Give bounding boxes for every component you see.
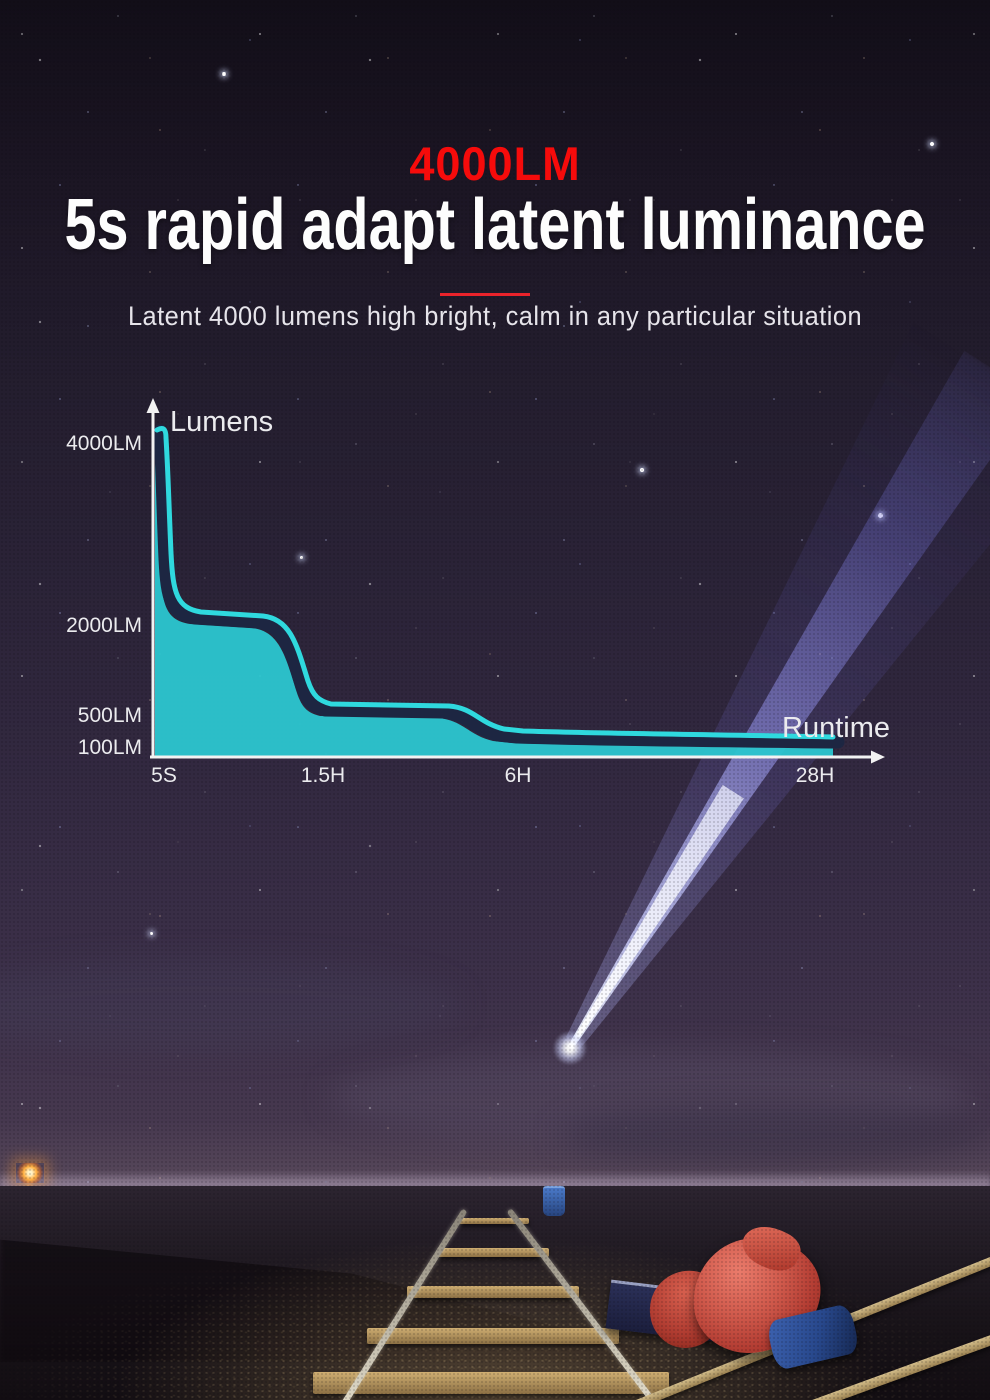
x-axis-title: Runtime [782,712,890,744]
y-tick-500lm: 500LM [78,704,142,727]
y-axis-arrow [146,398,160,413]
bright-star [930,142,934,146]
railroad-tie [313,1372,669,1394]
railroad-tie [367,1328,619,1344]
x-tick-28h: 28H [796,764,835,787]
bright-star [222,72,226,76]
y-tick-100lm: 100LM [78,736,142,759]
blue-bucket [543,1186,565,1216]
y-tick-2000lm: 2000LM [66,614,142,637]
x-tick-1-5h: 1.5H [301,764,345,787]
red-divider-line [440,293,530,296]
x-axis-arrow [871,750,885,764]
chart-area-fill [155,437,833,757]
page-title: 5s rapid adapt latent luminance [64,185,926,265]
railroad-tie [407,1286,579,1298]
railroad-tie [459,1218,529,1224]
railroad-tie [437,1248,549,1257]
horizon-haze [0,960,460,1050]
bright-star [640,468,644,472]
chart-shadow-line [153,424,845,749]
chart-cyan-line [154,426,836,740]
y-axis-title: Lumens [170,406,273,438]
x-tick-6h: 6H [505,764,532,787]
bright-star [300,556,303,559]
y-tick-4000lm: 4000LM [66,432,142,455]
x-tick-5s: 5S [151,764,177,787]
horizon-haze [560,1105,990,1165]
distant-orange-light [16,1163,44,1183]
page-subtitle: Latent 4000 lumens high bright, calm in … [127,301,863,331]
flashlight-glow [553,1031,587,1065]
bright-star [150,932,153,935]
lumens-badge: 4000LM [409,137,581,190]
